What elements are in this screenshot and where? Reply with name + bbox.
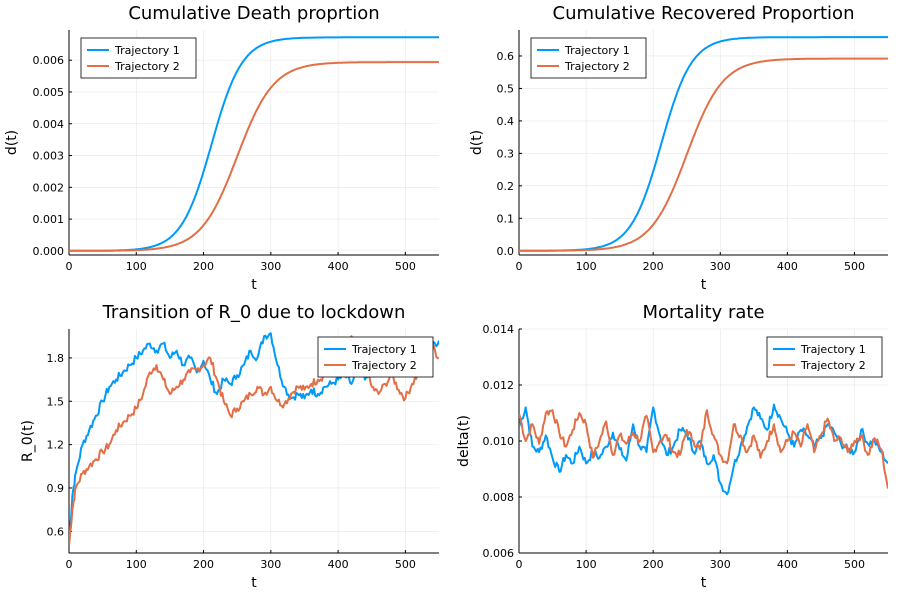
x-axis-label: t — [701, 277, 707, 293]
chart-title: Mortality rate — [642, 302, 764, 323]
chart-panel-4: 0 100 200 300 400 500 0.006 0.008 0.010 0.012 0.01… — [456, 302, 888, 591]
x-tick-label: 100 — [126, 558, 147, 571]
x-tick-label: 400 — [777, 558, 798, 571]
legend-entry: Trajectory 1 — [800, 343, 866, 356]
x-tick-label: 300 — [710, 260, 731, 273]
x-axis-label: t — [701, 575, 707, 591]
series-line-2 — [69, 61, 439, 252]
y-tick-label: 0.002 — [33, 181, 65, 194]
y-tick-label: 0.6 — [47, 525, 65, 538]
y-tick-label: 0.000 — [33, 245, 65, 258]
x-tick-label: 100 — [576, 558, 597, 571]
x-tick-label: 0 — [66, 558, 73, 571]
y-tick-label: 0.005 — [33, 86, 65, 99]
y-axis-label: R_0(t) — [20, 420, 36, 462]
chart-title: Cumulative Death proprtion — [128, 3, 379, 24]
chart-panel-1: 0 100 200 300 400 500 0.000 0.001 0.002 0.003 0.00… — [4, 3, 439, 293]
x-tick-label: 0 — [516, 260, 523, 273]
x-tick-label: 200 — [193, 260, 214, 273]
legend-entry: Trajectory 1 — [351, 343, 417, 356]
y-axis-label: d(t) — [4, 130, 20, 155]
y-tick-label: 0.012 — [483, 379, 515, 392]
chart-panel-2: 0 100 200 300 400 500 0.0 0.1 0.2 0.3 0.4 0.5 0.6 Cum… — [469, 3, 888, 293]
x-axis-label: t — [251, 575, 257, 591]
legend-box — [317, 336, 434, 378]
legend: Trajectory 1 Trajectory 2 — [766, 336, 883, 378]
legend-entry: Trajectory 2 — [800, 359, 866, 372]
legend-entry: Trajectory 2 — [351, 359, 417, 372]
y-tick-label: 0.2 — [497, 180, 515, 193]
y-tick-label: 0.0 — [497, 245, 515, 258]
x-tick-label: 400 — [777, 260, 798, 273]
y-tick-label: 0.008 — [483, 491, 515, 504]
x-tick-label: 500 — [395, 558, 416, 571]
x-tick-label: 300 — [260, 558, 281, 571]
y-tick-label: 0.001 — [33, 213, 65, 226]
x-tick-label: 400 — [328, 260, 349, 273]
y-tick-label: 0.004 — [33, 118, 65, 131]
chart-title: Transition of R_0 due to lockdown — [102, 302, 406, 323]
x-tick-label: 300 — [710, 558, 731, 571]
y-tick-label: 0.006 — [33, 54, 65, 67]
y-tick-label: 0.4 — [497, 115, 515, 128]
x-tick-label: 200 — [643, 260, 664, 273]
legend-entry: Trajectory 1 — [564, 44, 630, 57]
x-tick-label: 200 — [193, 558, 214, 571]
y-tick-label: 0.1 — [497, 212, 515, 225]
y-tick-label: 0.3 — [497, 147, 515, 160]
x-tick-label: 0 — [516, 558, 523, 571]
y-tick-label: 0.9 — [47, 482, 65, 495]
x-tick-label: 400 — [328, 558, 349, 571]
y-tick-label: 0.006 — [483, 547, 515, 560]
y-tick-label: 0.5 — [497, 82, 515, 95]
legend: Trajectory 1 Trajectory 2 — [530, 37, 647, 79]
y-tick-label: 0.010 — [483, 435, 515, 448]
series-line-2 — [69, 335, 439, 546]
series-line-2 — [519, 409, 888, 489]
legend-box — [766, 336, 883, 378]
x-tick-label: 300 — [260, 260, 281, 273]
legend-entry: Trajectory 1 — [114, 44, 180, 57]
legend: Trajectory 1 Trajectory 2 — [317, 336, 434, 378]
chart-panel-3: 0 100 200 300 400 500 0.6 0.9 1.2 1.5 1.8 Transitio… — [20, 302, 439, 591]
x-tick-label: 100 — [576, 260, 597, 273]
legend-box — [530, 37, 647, 79]
x-tick-label: 500 — [395, 260, 416, 273]
x-tick-label: 100 — [126, 260, 147, 273]
series-line-1 — [519, 403, 888, 496]
y-tick-label: 1.8 — [47, 352, 65, 365]
x-tick-label: 500 — [844, 260, 865, 273]
y-tick-label: 0.6 — [497, 50, 515, 63]
x-tick-label: 500 — [844, 558, 865, 571]
x-tick-label: 0 — [66, 260, 73, 273]
x-axis-label: t — [251, 277, 257, 293]
y-tick-label: 1.2 — [47, 439, 65, 452]
x-tick-label: 200 — [643, 558, 664, 571]
y-axis-label: delta(t) — [456, 415, 472, 467]
chart-title: Cumulative Recovered Proportion — [553, 3, 855, 24]
y-tick-label: 0.014 — [483, 323, 515, 336]
y-axis-label: d(t) — [469, 130, 485, 155]
legend-entry: Trajectory 2 — [564, 60, 630, 73]
legend-entry: Trajectory 2 — [114, 60, 180, 73]
series-line-2 — [519, 57, 888, 252]
legend: Trajectory 1 Trajectory 2 — [80, 37, 197, 79]
y-tick-label: 1.5 — [47, 395, 65, 408]
legend-box — [80, 37, 197, 79]
y-tick-label: 0.003 — [33, 150, 65, 163]
